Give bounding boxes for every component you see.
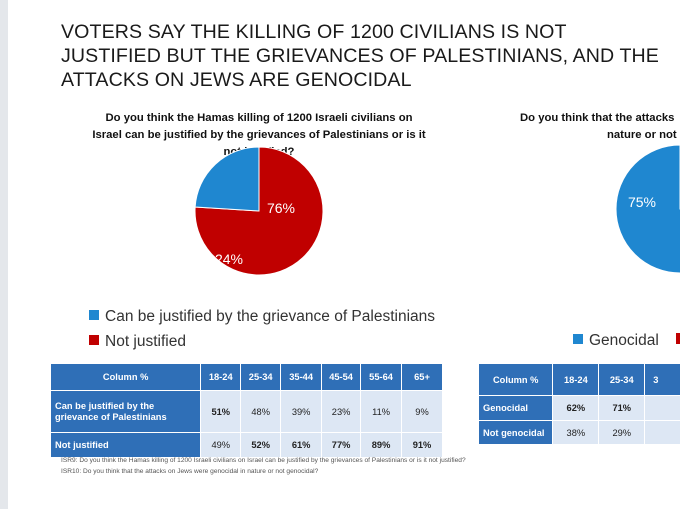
table-cell: 77% [321,432,362,457]
table-cell: 61% [280,432,323,457]
legend-item-not-justified: Not justified [89,329,435,354]
table-row: Not genocidal 38% 29% [479,420,680,444]
table-header-cell: 25-34 [240,364,282,391]
table-header-cell: 3 [644,364,680,396]
table-header-cell: Column % [51,364,202,391]
table-cell [644,395,680,421]
footnote-isr9: ISR9: Do you think the Hamas killing of … [61,457,466,464]
table-cell: 11% [360,390,403,433]
table-cell: 9% [401,390,443,433]
table-row: Can be justified by the grievance of Pal… [51,390,443,433]
pie-left-label-justified: 24% [215,251,243,267]
pie-left-slice-can-be-justified-by-the-grievance-of-palestinians [194,146,260,212]
table-header-cell: 18-24 [200,364,242,391]
table-header-cell: 35-44 [280,364,323,391]
table-cell: 29% [598,420,646,444]
table-cell: 48% [240,390,282,433]
table-header-cell: 18-24 [552,364,600,396]
right-pie-chart: 75% [615,144,680,274]
pie-right-label-genocidal: 75% [628,194,656,210]
legend-item-genocidal: Genocidal [573,328,659,353]
left-pie-chart: 76% 24% [194,146,324,276]
page-title: VOTERS SAY THE KILLING OF 1200 CIVILIANS… [61,21,659,91]
table-cell: 62% [552,395,600,421]
table-cell: 23% [321,390,362,433]
legend-swatch-genocidal [573,334,583,344]
table-cell: 39% [280,390,323,433]
table-header-cell: 65+ [401,364,443,391]
table-row-label: Can be justified by the grievance of Pal… [51,390,202,433]
right-legend: Genocidal [573,328,659,353]
table-cell: 89% [360,432,403,457]
table-row: Genocidal 62% 71% [479,395,680,421]
table-cell: 51% [200,390,242,433]
legend-label-genocidal: Genocidal [589,332,659,349]
table-row-label: Genocidal [479,395,554,421]
legend-label-not-justified: Not justified [105,333,186,350]
table-row: Not justified 49% 52% 61% 77% 89% 91% [51,432,443,457]
legend-item-justified: Can be justified by the grievance of Pal… [89,304,435,329]
table-header-cell: 45-54 [321,364,362,391]
table-cell: 91% [401,432,443,457]
table-cell: 49% [200,432,242,457]
table-row-label: Not justified [51,432,202,457]
table-cell: 38% [552,420,600,444]
table-row-label: Not genocidal [479,420,554,444]
pie-right-slice-genocidal [615,144,680,274]
left-crosstab-table: Column % 18-24 25-34 35-44 45-54 55-64 6… [51,364,443,457]
legend-swatch-not-genocidal-partial [676,333,680,344]
table-header-cell: Column % [479,364,554,396]
legend-swatch-not-justified [89,335,99,345]
table-cell: 52% [240,432,282,457]
table-cell [644,420,680,444]
table-header-cell: 25-34 [598,364,646,396]
pie-left-label-not-justified: 76% [267,200,295,216]
right-crosstab-table: Column % 18-24 25-34 3 Genocidal 62% 71%… [479,364,680,444]
table-header-cell: 55-64 [360,364,403,391]
table-header-row: Column % 18-24 25-34 35-44 45-54 55-64 6… [51,364,443,391]
legend-label-justified: Can be justified by the grievance of Pal… [105,308,436,325]
right-chart-question-line2: nature or not [607,129,677,141]
table-header-row: Column % 18-24 25-34 3 [479,364,680,396]
footnote-isr10: ISR10: Do you think that the attacks on … [61,468,319,475]
left-legend: Can be justified by the grievance of Pal… [89,304,435,354]
right-chart-question-line1: Do you think that the attacks [520,112,675,124]
accent-bar [0,0,8,509]
right-chart-question: Do you think that the attacks nature or … [520,110,680,144]
table-cell: 71% [598,395,646,421]
legend-swatch-justified [89,310,99,320]
right-crosstab-clip: Column % 18-24 25-34 3 Genocidal 62% 71%… [479,364,680,444]
